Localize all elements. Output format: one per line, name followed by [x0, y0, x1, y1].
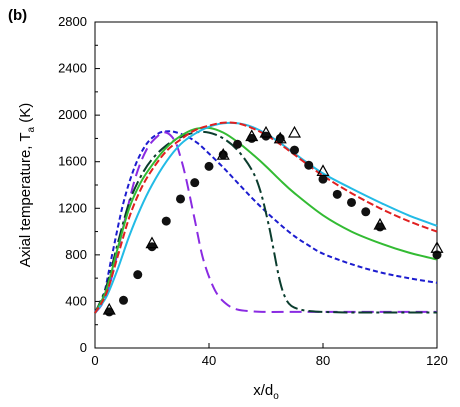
- data-point-circle: [318, 174, 328, 184]
- x-tick-label: 40: [202, 353, 216, 368]
- y-tick-label: 1200: [58, 200, 87, 215]
- data-point-triangle: [245, 129, 259, 142]
- series-line-6: [94, 121, 438, 314]
- series-line-4: [94, 126, 438, 314]
- data-point-triangle: [430, 241, 444, 253]
- y-axis-label: Axial temperature, Ta (K): [17, 103, 37, 268]
- data-point-triangle: [145, 236, 159, 249]
- data-point-circle: [204, 161, 214, 171]
- y-tick-label: 2800: [58, 14, 87, 29]
- data-point-triangle: [216, 147, 230, 160]
- y-tick-label: 0: [80, 340, 87, 355]
- data-point-circle: [119, 295, 128, 305]
- series-line-1: [94, 130, 438, 313]
- y-tick-label: 1600: [58, 154, 87, 169]
- x-axis: 0 40 80 120: [91, 343, 448, 368]
- series-line-2: [94, 131, 437, 314]
- data-point-triangle: [102, 302, 116, 315]
- data-point-circle: [176, 194, 185, 204]
- x-axis-label: x/do: [253, 382, 279, 402]
- y-tick-label: 800: [65, 247, 87, 262]
- data-point-circle: [147, 242, 157, 252]
- data-point-circle: [161, 216, 171, 226]
- marker-layer: [102, 125, 444, 317]
- data-point-circle: [347, 197, 356, 207]
- data-point-circle: [261, 131, 271, 141]
- y-tick-label: 2000: [58, 107, 87, 122]
- data-point-triangle: [373, 217, 387, 230]
- panel-label: (b): [8, 7, 27, 24]
- series-line-3: [94, 130, 438, 314]
- y-tick-label: 400: [65, 293, 87, 308]
- series-layer: [94, 121, 438, 314]
- x-tick-label: 0: [91, 353, 98, 368]
- data-point-circle: [304, 160, 314, 170]
- data-point-triangle: [259, 125, 273, 138]
- y-axis: 0 400 800 1200 1600 2000 2400 2800: [58, 14, 100, 355]
- y-tick-label: 2400: [58, 61, 87, 76]
- x-tick-label: 80: [316, 353, 330, 368]
- data-point-circle: [233, 139, 242, 149]
- plot-frame: [94, 21, 438, 349]
- data-point-circle: [190, 178, 200, 188]
- data-point-circle: [290, 145, 299, 155]
- data-point-circle: [133, 270, 143, 280]
- data-point-circle: [332, 189, 342, 199]
- data-point-circle: [361, 207, 371, 217]
- data-point-triangle: [316, 164, 330, 177]
- data-point-triangle: [273, 131, 287, 144]
- x-tick-label: 120: [426, 353, 448, 368]
- data-point-triangle: [287, 125, 302, 138]
